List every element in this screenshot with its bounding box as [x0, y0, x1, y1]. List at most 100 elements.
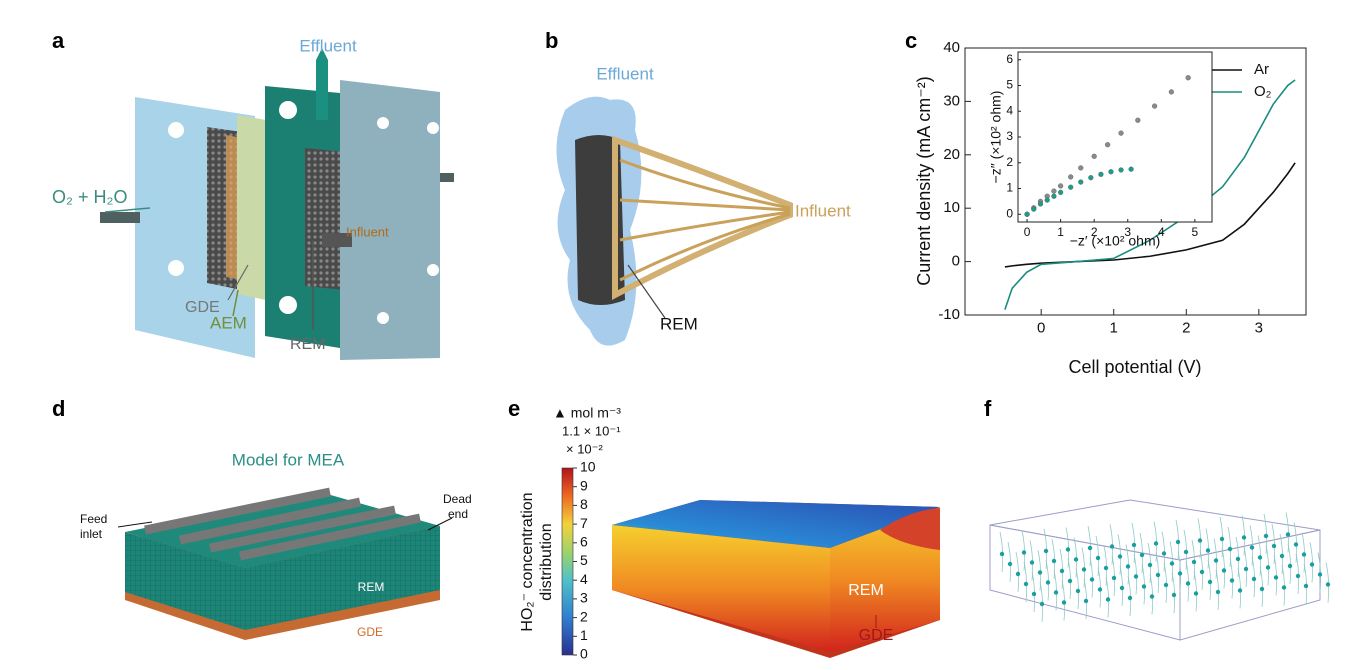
data-point — [1091, 153, 1097, 159]
tracer — [1119, 585, 1125, 591]
label: AEM — [210, 313, 247, 332]
streamline — [1067, 558, 1072, 600]
streamline — [1265, 545, 1270, 586]
tracer — [1177, 571, 1183, 576]
box-edge — [1179, 529, 1321, 641]
colorbar-tick-label: 9 — [580, 477, 588, 493]
streamline — [1131, 522, 1136, 564]
tracer — [1295, 573, 1301, 579]
streamline — [999, 531, 1004, 573]
streamline — [1281, 565, 1286, 606]
tracer — [1083, 598, 1089, 604]
label-line: inlet — [80, 527, 103, 541]
streamline — [1191, 539, 1196, 581]
streamline — [1147, 542, 1152, 584]
x-tick-label: 1 — [1057, 225, 1064, 239]
streamline — [1243, 546, 1248, 588]
data-line — [1004, 79, 1296, 310]
panel-a: a Effluent O₂ + H₂O Influent GDE AEM REM — [52, 28, 454, 360]
label: × 10⁻² — [566, 441, 604, 456]
streamline — [1037, 550, 1042, 591]
label: 1.1 × 10⁻¹ — [562, 423, 621, 438]
streamline — [1227, 526, 1232, 568]
tracer — [1015, 571, 1021, 577]
streamline — [1295, 553, 1300, 595]
label-line: HO₂⁻ concentration — [519, 492, 536, 631]
colorbar-tick-label: 5 — [580, 552, 588, 568]
data-point — [1037, 201, 1044, 207]
data-point — [1118, 130, 1124, 136]
tracer — [1263, 533, 1269, 539]
tracer — [1095, 555, 1101, 561]
end-plate — [340, 80, 440, 360]
tracer — [1287, 563, 1293, 569]
streamline — [1293, 522, 1298, 563]
streamline — [1317, 552, 1322, 593]
colorbar-label: HO₂⁻ concentration distribution — [519, 492, 555, 631]
colorbar-tick-label: 8 — [580, 496, 588, 512]
streamline — [1197, 518, 1202, 559]
streamline — [1163, 562, 1168, 604]
streamline — [1155, 552, 1160, 594]
streamline — [1183, 529, 1188, 571]
data-point — [1108, 169, 1114, 175]
tracer — [1139, 552, 1145, 558]
label: GDE — [859, 627, 894, 644]
data-point — [1185, 75, 1191, 81]
tracer — [1125, 564, 1131, 569]
streamline — [1161, 531, 1166, 572]
streamline — [1045, 560, 1050, 601]
streamline — [1325, 562, 1330, 603]
streamline — [1175, 519, 1180, 561]
data-point — [1058, 183, 1064, 189]
y-axis-label: −z″ (×10² ohm) — [988, 91, 1004, 184]
streamline — [1065, 527, 1070, 568]
data-point — [1068, 174, 1074, 180]
x-tick-label: 3 — [1124, 225, 1131, 239]
y-tick-label: 5 — [1006, 78, 1013, 92]
rem-layer — [305, 148, 345, 290]
tracer — [1023, 581, 1029, 587]
arrow — [232, 289, 239, 317]
streamline — [1263, 513, 1268, 555]
panel-label: a — [52, 28, 65, 53]
streamline — [1257, 535, 1262, 576]
label: REM — [660, 314, 698, 333]
streamline — [1279, 533, 1284, 575]
hole — [377, 312, 389, 324]
x-tick-label: 2 — [1091, 225, 1098, 239]
tracer — [1161, 551, 1167, 556]
label: Influent — [795, 201, 851, 220]
label: REM — [358, 580, 385, 594]
tracer — [1185, 581, 1191, 586]
tracer — [1281, 585, 1287, 590]
tracer — [1285, 532, 1291, 537]
flow-channel — [144, 487, 421, 561]
tracer — [1051, 558, 1057, 564]
tracer — [1031, 591, 1037, 597]
panel-b: b Effluent Influent REM — [545, 28, 851, 346]
tracer — [1183, 549, 1189, 555]
tracer — [1039, 601, 1045, 607]
x-tick-label: 1 — [1110, 319, 1118, 336]
tracer — [1163, 582, 1169, 588]
label: Effluent — [596, 64, 654, 83]
y-tick-label: 10 — [943, 199, 960, 216]
colorbar-tick-label: 2 — [580, 608, 588, 624]
rem-front — [245, 526, 440, 630]
tracer — [1065, 547, 1071, 552]
colorbar — [561, 467, 574, 656]
colorbar-tick-label: 0 — [580, 646, 588, 662]
tracer — [1117, 554, 1123, 559]
streamline — [1213, 538, 1218, 579]
data-point — [1078, 165, 1084, 171]
panel-c: c — [905, 28, 917, 53]
data-point — [1128, 166, 1134, 172]
tracer — [1229, 578, 1235, 583]
tracer — [1301, 552, 1307, 557]
tracer — [1249, 545, 1255, 550]
label: Effluent — [299, 36, 357, 55]
data-point — [1105, 142, 1111, 148]
tracer — [1243, 566, 1249, 572]
label: REM — [290, 336, 326, 353]
